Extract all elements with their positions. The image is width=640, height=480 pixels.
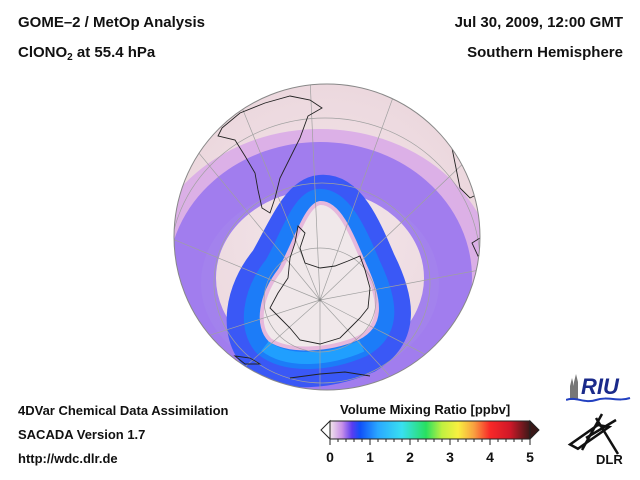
field-band-lightcyan bbox=[261, 340, 365, 365]
colorbar-gradient bbox=[329, 420, 531, 440]
footer-method: 4DVar Chemical Data Assimilation bbox=[18, 403, 229, 418]
colorbar-tick-label: 0 bbox=[326, 449, 334, 465]
species-level-title: ClONO2 at 55.4 hPa bbox=[18, 44, 156, 63]
cathedral-icon bbox=[570, 374, 578, 400]
colorbar-label: Volume Mixing Ratio [ppbv] bbox=[340, 402, 511, 417]
colorbar-max-extend-arrow bbox=[529, 419, 540, 441]
colorbar-tick-label: 1 bbox=[366, 449, 374, 465]
colorbar-tick-label: 3 bbox=[446, 449, 454, 465]
colorbar-tick-label: 4 bbox=[486, 449, 494, 465]
product-title: GOME–2 / MetOp Analysis bbox=[18, 14, 205, 31]
footer-url[interactable]: http://wdc.dlr.de bbox=[18, 451, 118, 466]
date-label: Jul 30, 2009, 12:00 GMT bbox=[454, 14, 623, 31]
globe-map bbox=[173, 83, 481, 391]
globe-outline bbox=[173, 83, 481, 391]
dlr-logo: DLR bbox=[567, 413, 623, 466]
south-pole-marker bbox=[318, 298, 322, 302]
hemisphere-label: Southern Hemisphere bbox=[467, 44, 623, 61]
dlr-logo-text: DLR bbox=[596, 452, 623, 466]
riu-logo: RIU bbox=[566, 374, 631, 403]
vortex-interior bbox=[259, 200, 379, 351]
colorbar-tick-label: 2 bbox=[406, 449, 414, 465]
dlr-aircraft-icon bbox=[567, 413, 620, 455]
field-band-mid bbox=[174, 142, 472, 390]
colorbar: 0 1 2 3 4 5 bbox=[320, 419, 540, 465]
footer-version: SACADA Version 1.7 bbox=[18, 427, 146, 442]
river-wave bbox=[566, 397, 631, 403]
riu-logo-text: RIU bbox=[581, 374, 620, 399]
colorbar-tick-label: 5 bbox=[526, 449, 534, 465]
colorbar-min-extend-arrow bbox=[320, 419, 331, 441]
